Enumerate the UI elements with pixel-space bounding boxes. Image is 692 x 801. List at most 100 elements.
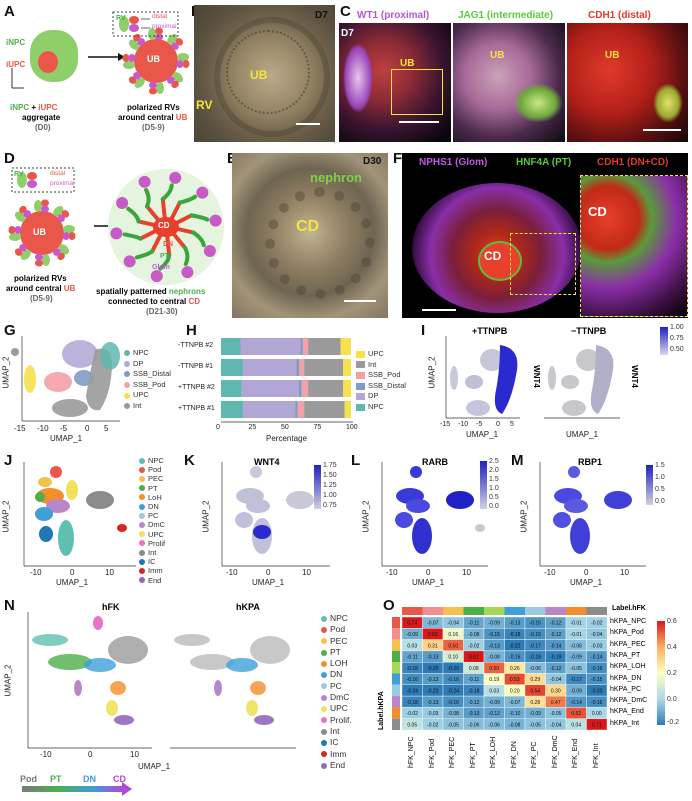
heatmap-cell [422,684,444,697]
heatmap-cell [483,695,505,708]
legend-text: LOH [330,658,348,669]
umap-i-plus [450,345,518,416]
o-top-label: Label.hFK [612,605,646,612]
umap-l-cells [395,466,485,554]
n-legend-item: PEC [321,636,352,647]
heatmap-cell [442,695,464,708]
heatmap-cell [442,639,464,652]
legend-text: PEC [330,635,348,646]
l-scale-0: 2.5 [489,458,499,465]
heatmap-value: -0.18 [407,666,419,672]
g-xtick-2: -5 [60,424,68,433]
heatmap-value: -0.15 [489,632,501,638]
i-xlabel: UMAP_1 [466,430,499,439]
heatmap-value: -0.06 [468,722,480,728]
i-gene-2: WNT4 [629,365,639,388]
row-color-bar [392,662,400,674]
legend-text: SSB_Pod [368,370,401,380]
legend-swatch [124,350,130,357]
panel-c-label: C [340,3,351,20]
n-legend-item: Pod [321,624,352,635]
rv-shape [53,244,70,261]
bar-segment-ssb_pod [302,338,309,355]
heatmap-cell [524,639,546,652]
g-legend-item: NPC [124,348,171,359]
distal-key: distal [152,13,168,20]
n-xtick-2: 10 [130,750,139,759]
n-xtick-1: 0 [88,750,93,759]
g-xtick-4: 5 [104,424,109,433]
n-legend: NPC Pod PEC PT LOH DN PC DmC UPC Prolif. Int IC Imm E… [321,613,352,771]
rv-shape [14,205,31,222]
heatmap-cell [504,718,526,731]
a-caption-3: (D0) [35,123,51,132]
e-cd-label: CD [296,218,320,235]
o-scale-2: 0.2 [667,670,677,677]
o-column-label: hFK_DN [510,741,518,768]
d-caption-3: (D5-9) [30,294,53,303]
heatmap-cell [483,616,505,629]
legend-swatch [139,476,145,482]
l-scale-5: 0.0 [489,503,499,510]
bar-segment-npc [221,401,244,418]
o-column-label: hFK_Int [592,743,600,768]
legend-swatch [139,558,145,565]
bar-segment-int [308,338,341,355]
bar-segment-npc [221,359,244,376]
panel-a-label: A [4,3,15,20]
l-xtick-1: 0 [426,568,431,577]
heatmap-value: -0.09 [489,700,501,706]
heatmap-cell [401,695,423,708]
m-xlabel: UMAP_1 [570,578,603,587]
g-legend-item: DP [124,359,171,370]
heatmap-value: -0.24 [407,688,419,694]
o-row-label: hKPA_PC [610,685,641,693]
legend-text: Imm [330,748,347,759]
legend-swatch [124,392,130,399]
l-ylabel: UMAP_2 [361,500,371,533]
heatmap-value: 0.61 [469,655,479,661]
n-legend-item: UPC [321,703,352,714]
heatmap-value: -0.18 [530,655,542,661]
heatmap-value: -0.20 [427,666,439,672]
g-xlabel: UMAP_1 [50,434,83,443]
heatmap-value: -0.10 [509,711,521,717]
glom-circle [123,255,136,268]
heatmap-value: -0.15 [591,677,603,683]
heatmap-cell [463,695,485,708]
heatmap-cell [586,707,608,719]
heatmap-cell [545,673,567,686]
k-xlabel: UMAP_1 [252,578,285,587]
legend-text: LoH [148,492,162,502]
legend-text: DP [133,358,144,368]
heatmap-cell [504,628,526,640]
bar-segment-ssb_distal [295,401,298,418]
f-title-cdh1: CDH1 (DN+CD) [597,157,669,168]
heatmap-value: -0.07 [427,621,439,627]
heatmap-value: -0.06 [571,643,583,649]
rv-key-label: RV [116,15,126,22]
o-row-label: hKPA_LOH [610,663,646,671]
heatmap-cell [504,616,526,629]
heatmap-value: -0.15 [530,621,542,627]
heatmap-value: 0.26 [510,666,520,672]
umap-m-cells [553,466,632,554]
d-caption-1: polarized RVs [14,274,67,283]
heatmap-value: 0.28 [530,700,540,706]
legend-swatch [139,494,145,501]
heatmap-value: -0.13 [427,677,439,683]
column-color-bar [422,607,443,615]
heatmap-value: -0.01 [571,632,583,638]
legend-text: UPC [330,703,348,714]
heatmap-cell [524,616,546,629]
o-row-label: hKPA_End [610,708,644,716]
row-color-bar [392,696,400,708]
aggregate-outer [30,30,78,82]
n-legend-item: PT [321,647,352,658]
heatmap-cell [565,650,587,663]
heatmap-value: -0.24 [448,688,460,694]
heatmap-cell [401,684,423,697]
heatmap-cell [524,718,546,731]
heatmap-cell [586,695,608,708]
d-caption-5: connected to central CD [108,297,201,306]
